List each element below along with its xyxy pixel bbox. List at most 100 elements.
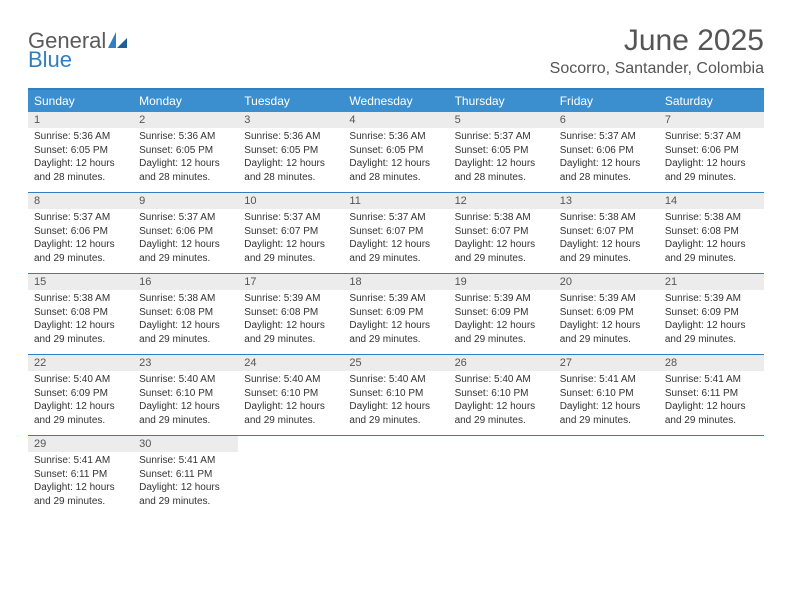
sunset-line: Sunset: 6:10 PM [349,387,442,401]
sunrise-line: Sunrise: 5:38 AM [455,211,548,225]
day-header-cell: Wednesday [343,90,448,112]
daylight-line: Daylight: 12 hours and 29 minutes. [244,400,337,427]
day-info: Sunrise: 5:41 AMSunset: 6:10 PMDaylight:… [554,371,659,427]
calendar-week: 8Sunrise: 5:37 AMSunset: 6:06 PMDaylight… [28,193,764,274]
calendar-cell: 24Sunrise: 5:40 AMSunset: 6:10 PMDayligh… [238,355,343,435]
sunrise-line: Sunrise: 5:40 AM [244,373,337,387]
sunset-line: Sunset: 6:09 PM [455,306,548,320]
calendar-cell: 15Sunrise: 5:38 AMSunset: 6:08 PMDayligh… [28,274,133,354]
calendar-cell: 16Sunrise: 5:38 AMSunset: 6:08 PMDayligh… [133,274,238,354]
sunrise-line: Sunrise: 5:36 AM [34,130,127,144]
sunrise-line: Sunrise: 5:38 AM [560,211,653,225]
calendar-cell: 29Sunrise: 5:41 AMSunset: 6:11 PMDayligh… [28,436,133,516]
daylight-line: Daylight: 12 hours and 28 minutes. [349,157,442,184]
daylight-line: Daylight: 12 hours and 29 minutes. [455,400,548,427]
day-number: 11 [343,193,448,209]
daylight-line: Daylight: 12 hours and 29 minutes. [349,319,442,346]
day-info: Sunrise: 5:37 AMSunset: 6:07 PMDaylight:… [343,209,448,265]
daylight-line: Daylight: 12 hours and 29 minutes. [34,319,127,346]
daylight-line: Daylight: 12 hours and 29 minutes. [560,238,653,265]
calendar-cell: 22Sunrise: 5:40 AMSunset: 6:09 PMDayligh… [28,355,133,435]
day-info: Sunrise: 5:36 AMSunset: 6:05 PMDaylight:… [238,128,343,184]
day-info: Sunrise: 5:36 AMSunset: 6:05 PMDaylight:… [28,128,133,184]
sunset-line: Sunset: 6:10 PM [139,387,232,401]
sunset-line: Sunset: 6:09 PM [665,306,758,320]
sunset-line: Sunset: 6:07 PM [244,225,337,239]
location-text: Socorro, Santander, Colombia [550,60,764,78]
calendar-week: 22Sunrise: 5:40 AMSunset: 6:09 PMDayligh… [28,355,764,436]
sunrise-line: Sunrise: 5:36 AM [349,130,442,144]
day-number: 14 [659,193,764,209]
day-number: 26 [449,355,554,371]
sunrise-line: Sunrise: 5:36 AM [139,130,232,144]
sunset-line: Sunset: 6:08 PM [139,306,232,320]
daylight-line: Daylight: 12 hours and 28 minutes. [560,157,653,184]
day-info: Sunrise: 5:39 AMSunset: 6:08 PMDaylight:… [238,290,343,346]
sunset-line: Sunset: 6:06 PM [560,144,653,158]
calendar-cell: 8Sunrise: 5:37 AMSunset: 6:06 PMDaylight… [28,193,133,273]
logo: General Blue [28,24,128,71]
daylight-line: Daylight: 12 hours and 29 minutes. [665,319,758,346]
calendar-cell: 27Sunrise: 5:41 AMSunset: 6:10 PMDayligh… [554,355,659,435]
daylight-line: Daylight: 12 hours and 29 minutes. [34,238,127,265]
day-info: Sunrise: 5:38 AMSunset: 6:08 PMDaylight:… [133,290,238,346]
calendar: SundayMondayTuesdayWednesdayThursdayFrid… [28,88,764,516]
day-header-cell: Tuesday [238,90,343,112]
daylight-line: Daylight: 12 hours and 29 minutes. [139,481,232,508]
calendar-cell: 28Sunrise: 5:41 AMSunset: 6:11 PMDayligh… [659,355,764,435]
logo-icon [108,35,128,52]
day-info: Sunrise: 5:39 AMSunset: 6:09 PMDaylight:… [449,290,554,346]
sunrise-line: Sunrise: 5:37 AM [349,211,442,225]
day-info: Sunrise: 5:40 AMSunset: 6:10 PMDaylight:… [343,371,448,427]
calendar-week: 1Sunrise: 5:36 AMSunset: 6:05 PMDaylight… [28,112,764,193]
sunrise-line: Sunrise: 5:37 AM [244,211,337,225]
sunset-line: Sunset: 6:07 PM [560,225,653,239]
sunset-line: Sunset: 6:05 PM [34,144,127,158]
day-info: Sunrise: 5:38 AMSunset: 6:08 PMDaylight:… [28,290,133,346]
calendar-cell: 30Sunrise: 5:41 AMSunset: 6:11 PMDayligh… [133,436,238,516]
calendar-cell: 5Sunrise: 5:37 AMSunset: 6:05 PMDaylight… [449,112,554,192]
sunset-line: Sunset: 6:10 PM [244,387,337,401]
sunrise-line: Sunrise: 5:39 AM [455,292,548,306]
day-number: 12 [449,193,554,209]
sunrise-line: Sunrise: 5:41 AM [560,373,653,387]
day-info: Sunrise: 5:39 AMSunset: 6:09 PMDaylight:… [659,290,764,346]
day-info: Sunrise: 5:41 AMSunset: 6:11 PMDaylight:… [133,452,238,508]
daylight-line: Daylight: 12 hours and 29 minutes. [665,238,758,265]
sunrise-line: Sunrise: 5:38 AM [139,292,232,306]
day-number: 15 [28,274,133,290]
daylight-line: Daylight: 12 hours and 29 minutes. [665,157,758,184]
calendar-cell: 21Sunrise: 5:39 AMSunset: 6:09 PMDayligh… [659,274,764,354]
sunset-line: Sunset: 6:05 PM [349,144,442,158]
day-number: 10 [238,193,343,209]
day-number: 5 [449,112,554,128]
calendar-cell: 14Sunrise: 5:38 AMSunset: 6:08 PMDayligh… [659,193,764,273]
daylight-line: Daylight: 12 hours and 29 minutes. [455,238,548,265]
day-info: Sunrise: 5:36 AMSunset: 6:05 PMDaylight:… [343,128,448,184]
calendar-cell: 9Sunrise: 5:37 AMSunset: 6:06 PMDaylight… [133,193,238,273]
day-number: 21 [659,274,764,290]
calendar-cell: 17Sunrise: 5:39 AMSunset: 6:08 PMDayligh… [238,274,343,354]
sunrise-line: Sunrise: 5:39 AM [560,292,653,306]
day-info: Sunrise: 5:36 AMSunset: 6:05 PMDaylight:… [133,128,238,184]
calendar-cell: 23Sunrise: 5:40 AMSunset: 6:10 PMDayligh… [133,355,238,435]
sunrise-line: Sunrise: 5:41 AM [34,454,127,468]
day-info: Sunrise: 5:41 AMSunset: 6:11 PMDaylight:… [28,452,133,508]
day-info: Sunrise: 5:37 AMSunset: 6:05 PMDaylight:… [449,128,554,184]
daylight-line: Daylight: 12 hours and 29 minutes. [139,319,232,346]
day-info: Sunrise: 5:38 AMSunset: 6:07 PMDaylight:… [449,209,554,265]
sunset-line: Sunset: 6:08 PM [244,306,337,320]
sunrise-line: Sunrise: 5:39 AM [244,292,337,306]
day-number: 3 [238,112,343,128]
day-info: Sunrise: 5:40 AMSunset: 6:10 PMDaylight:… [238,371,343,427]
sunset-line: Sunset: 6:08 PM [34,306,127,320]
daylight-line: Daylight: 12 hours and 29 minutes. [560,319,653,346]
sunset-line: Sunset: 6:05 PM [455,144,548,158]
day-number: 6 [554,112,659,128]
day-number: 2 [133,112,238,128]
sunset-line: Sunset: 6:09 PM [560,306,653,320]
month-title: June 2025 [550,24,764,58]
sunset-line: Sunset: 6:11 PM [665,387,758,401]
sunset-line: Sunset: 6:07 PM [455,225,548,239]
day-info: Sunrise: 5:38 AMSunset: 6:08 PMDaylight:… [659,209,764,265]
